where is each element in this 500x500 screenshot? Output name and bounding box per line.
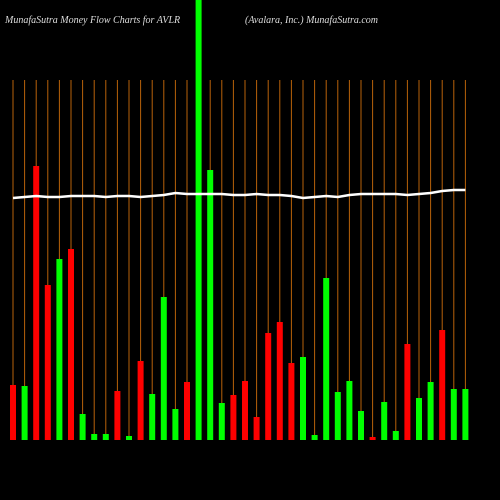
bar xyxy=(334,392,341,440)
bar xyxy=(288,363,295,440)
bar xyxy=(44,285,51,440)
bar xyxy=(381,402,388,440)
bar xyxy=(149,394,156,440)
bar xyxy=(195,0,202,440)
chart-subtitle: (Avalara, Inc.) MunafaSutra.com xyxy=(245,15,378,26)
bar xyxy=(218,403,225,440)
bar xyxy=(439,330,446,440)
bar xyxy=(79,414,86,440)
bar xyxy=(160,297,167,440)
bar xyxy=(392,431,399,440)
bar xyxy=(184,382,190,440)
bar xyxy=(346,381,353,440)
chart-title: MunafaSutra Money Flow Charts for AVLR xyxy=(4,15,180,26)
bar xyxy=(126,436,132,440)
bar xyxy=(91,434,98,440)
bar xyxy=(21,386,28,440)
bar xyxy=(369,437,376,440)
bar xyxy=(265,333,272,440)
bar xyxy=(10,385,16,440)
bar xyxy=(450,389,457,440)
bar xyxy=(33,166,40,440)
bar xyxy=(137,361,144,440)
bar xyxy=(230,395,237,440)
money-flow-line xyxy=(12,188,466,200)
bar xyxy=(276,322,283,440)
bar xyxy=(300,357,306,440)
bar xyxy=(311,435,318,440)
bar xyxy=(404,344,411,440)
bar xyxy=(253,417,260,440)
bar xyxy=(56,259,63,440)
bar xyxy=(172,409,179,440)
bar xyxy=(68,249,74,440)
bar xyxy=(358,411,364,440)
bar xyxy=(416,398,422,440)
bar xyxy=(323,278,330,440)
bar xyxy=(102,434,109,440)
bar xyxy=(114,391,121,440)
bar xyxy=(427,382,434,440)
bar xyxy=(242,381,248,440)
bar xyxy=(462,389,469,440)
bar xyxy=(207,170,214,440)
